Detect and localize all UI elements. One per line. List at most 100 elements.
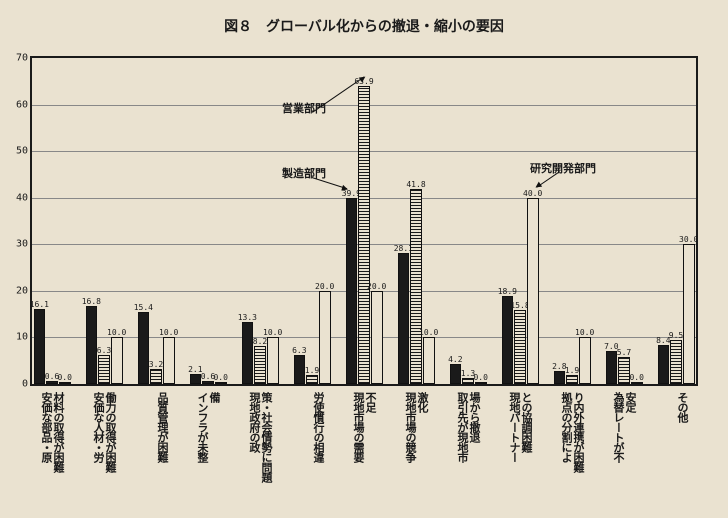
bar: 10.0 <box>163 337 175 384</box>
bar-value-label: 15.4 <box>134 303 153 312</box>
bar: 9.5 <box>670 340 682 384</box>
x-axis-label: 品質管理が困難 <box>154 392 170 462</box>
bar-value-label: 5.7 <box>617 348 631 357</box>
bar: 10.0 <box>111 337 123 384</box>
x-axis-label: その他 <box>674 392 690 422</box>
bar-group: 16.10.60.0 <box>33 309 71 384</box>
bar: 6.3 <box>98 355 110 384</box>
bar-value-label: 9.5 <box>669 331 683 340</box>
bar: 2.8 <box>554 371 566 384</box>
bar-group: 39.963.920.0 <box>345 86 383 384</box>
x-axis-label: 現地政府の政 <box>246 392 262 452</box>
bar: 4.2 <box>450 364 462 384</box>
bar: 5.7 <box>618 357 630 384</box>
y-axis-tick: 60 <box>16 99 28 110</box>
y-axis-tick: 70 <box>16 53 28 64</box>
x-axis-label: インフラが未整 <box>194 392 210 462</box>
bar: 10.0 <box>267 337 279 384</box>
bar-value-label: 10.0 <box>159 328 178 337</box>
bar: 0.0 <box>631 382 643 384</box>
bar: 1.9 <box>566 375 578 384</box>
bar-value-label: 41.8 <box>406 180 425 189</box>
bar-group: 7.05.70.0 <box>605 351 643 384</box>
bar-group: 18.9 15.840.0 <box>501 198 539 384</box>
y-axis-tick: 50 <box>16 146 28 157</box>
bar: 0.6 <box>202 381 214 384</box>
bar: 0.6 <box>46 381 58 384</box>
x-axis-label: 拠点の分割によ <box>558 392 574 462</box>
bar: 2.1 <box>190 374 202 384</box>
bar-group: 15.43.210.0 <box>137 312 175 384</box>
bar-group: 2.81.910.0 <box>553 337 591 384</box>
bar: 16.1 <box>34 309 46 384</box>
y-axis-tick: 40 <box>16 192 28 203</box>
y-axis-tick: 20 <box>16 285 28 296</box>
x-axis-label: 現地市場の需要 <box>350 392 366 462</box>
bar: 13.3 <box>242 322 254 384</box>
chart-plot-area: 01020304050607016.10.60.016.86.310.015.4… <box>30 56 698 386</box>
bar-value-label: 4.2 <box>448 355 462 364</box>
bar-value-label: 1.9 <box>565 366 579 375</box>
bar-group: 13.38.210.0 <box>241 322 279 384</box>
bar: 15.4 <box>138 312 150 384</box>
bar: 10.0 <box>423 337 435 384</box>
bar-group: 28.141.810.0 <box>397 189 435 384</box>
bar: 8.4 <box>658 345 670 384</box>
bar-group: 2.10.60.0 <box>189 374 227 384</box>
bar: 1.3 <box>462 378 474 384</box>
bar-value-label: 0.0 <box>213 373 227 382</box>
bar-group: 16.86.310.0 <box>85 306 123 384</box>
bar-value-label: 1.9 <box>305 366 319 375</box>
x-axis-label: 現地市場の競争 <box>402 392 418 462</box>
chart-title: 図８ グローバル化からの撤退・縮小の要因 <box>0 0 728 36</box>
x-axis-label: 取引先が現地市 <box>454 392 470 462</box>
bar-group: 6.31.920.0 <box>293 291 331 384</box>
bar: 15.8 <box>514 310 526 384</box>
bar: 3.2 <box>150 369 162 384</box>
y-axis-tick: 0 <box>22 379 28 390</box>
bar: 20.0 <box>319 291 331 384</box>
bar: 1.9 <box>306 375 318 384</box>
bar-value-label: 8.2 <box>253 337 267 346</box>
bar-value-label: 6.3 <box>292 346 306 355</box>
bar: 30.0 <box>683 244 695 384</box>
x-axis-label: 為替レートが不 <box>610 392 626 462</box>
bar: 6.3 <box>294 355 306 384</box>
bar-value-label: 13.3 <box>238 313 257 322</box>
bar: 16.8 <box>86 306 98 384</box>
bar-value-label: 0.0 <box>629 373 643 382</box>
y-axis-tick: 30 <box>16 239 28 250</box>
bar-value-label: 0.0 <box>57 373 71 382</box>
page-root: 図８ グローバル化からの撤退・縮小の要因 0 10 20 30 40 50 60 70 16.1… <box>0 0 728 518</box>
bar-value-label: 20.0 <box>367 282 386 291</box>
bar-value-label: 30.0 <box>679 235 698 244</box>
bar: 0.0 <box>215 382 227 384</box>
bar: 41.8 <box>410 189 422 384</box>
bar: 39.9 <box>346 198 358 384</box>
bar-group: 8.49.530.0 <box>657 244 695 384</box>
bar: 0.0 <box>475 382 487 384</box>
bar-value-label: 10.0 <box>263 328 282 337</box>
bar-value-label: 3.2 <box>149 360 163 369</box>
bar-value-label: 10.0 <box>419 328 438 337</box>
series-legend-label: 研究開発部門 <box>530 160 596 176</box>
bar: 28.1 <box>398 253 410 384</box>
x-axis-label: 現地パートナー <box>506 392 522 462</box>
bar: 8.2 <box>254 346 266 384</box>
bar: 7.0 <box>606 351 618 384</box>
x-axis-label: 安価な部品・原 <box>38 392 54 462</box>
bar-value-label: 20.0 <box>315 282 334 291</box>
y-axis-tick: 10 <box>16 332 28 343</box>
bar-value-label: 6.3 <box>97 346 111 355</box>
bar-value-label: 40.0 <box>523 189 542 198</box>
bar: 40.0 <box>527 198 539 384</box>
bar-value-label: 16.1 <box>30 300 49 309</box>
bar-value-label: 0.0 <box>473 373 487 382</box>
bar-value-label: 18.9 <box>498 287 517 296</box>
bar: 20.0 <box>371 291 383 384</box>
bar: 10.0 <box>579 337 591 384</box>
bar-group: 4.21.30.0 <box>449 364 487 384</box>
bar: 63.9 <box>358 86 370 384</box>
bar: 0.0 <box>59 382 71 384</box>
x-axis-label: 労使慣行の相違 <box>310 392 326 462</box>
